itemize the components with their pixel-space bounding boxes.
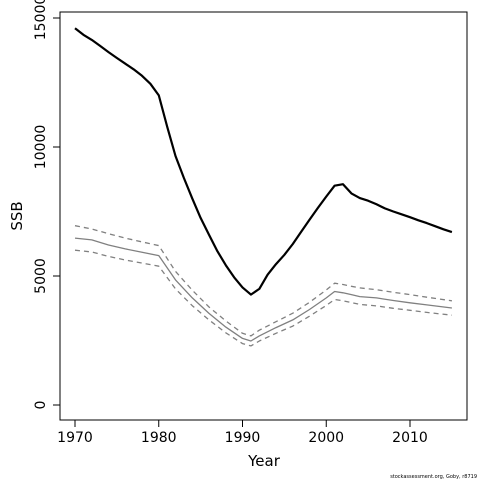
- x-tick-label: 2000: [308, 430, 344, 446]
- plot-frame: [59, 11, 468, 421]
- ssb-reference-line: [74, 237, 452, 342]
- x-tick-label: 1980: [141, 430, 177, 446]
- x-tick-label: 1990: [225, 430, 261, 446]
- credit-text: stockassessment.org, Goby, r8719: [390, 474, 477, 480]
- y-axis-title: SSB: [8, 201, 26, 230]
- ssb-reference-bound-line: [74, 225, 452, 337]
- y-tick-label: 0: [33, 401, 49, 410]
- y-axis: 0 5000 10000 15000: [33, 0, 60, 409]
- y-tick-label: 5000: [33, 258, 49, 294]
- x-tick-label: 2010: [392, 430, 428, 446]
- y-tick-label: 15000: [33, 0, 49, 40]
- x-axis: 1970 1980 1990 2000 2010: [57, 420, 428, 446]
- y-tick-label: 10000: [33, 125, 49, 170]
- ssb-estimate-line: [74, 27, 453, 296]
- series-layer: [74, 27, 453, 347]
- x-tick-label: 1970: [57, 430, 93, 446]
- x-axis-title: Year: [247, 452, 281, 470]
- ssb-reference-bound-line: [74, 249, 452, 347]
